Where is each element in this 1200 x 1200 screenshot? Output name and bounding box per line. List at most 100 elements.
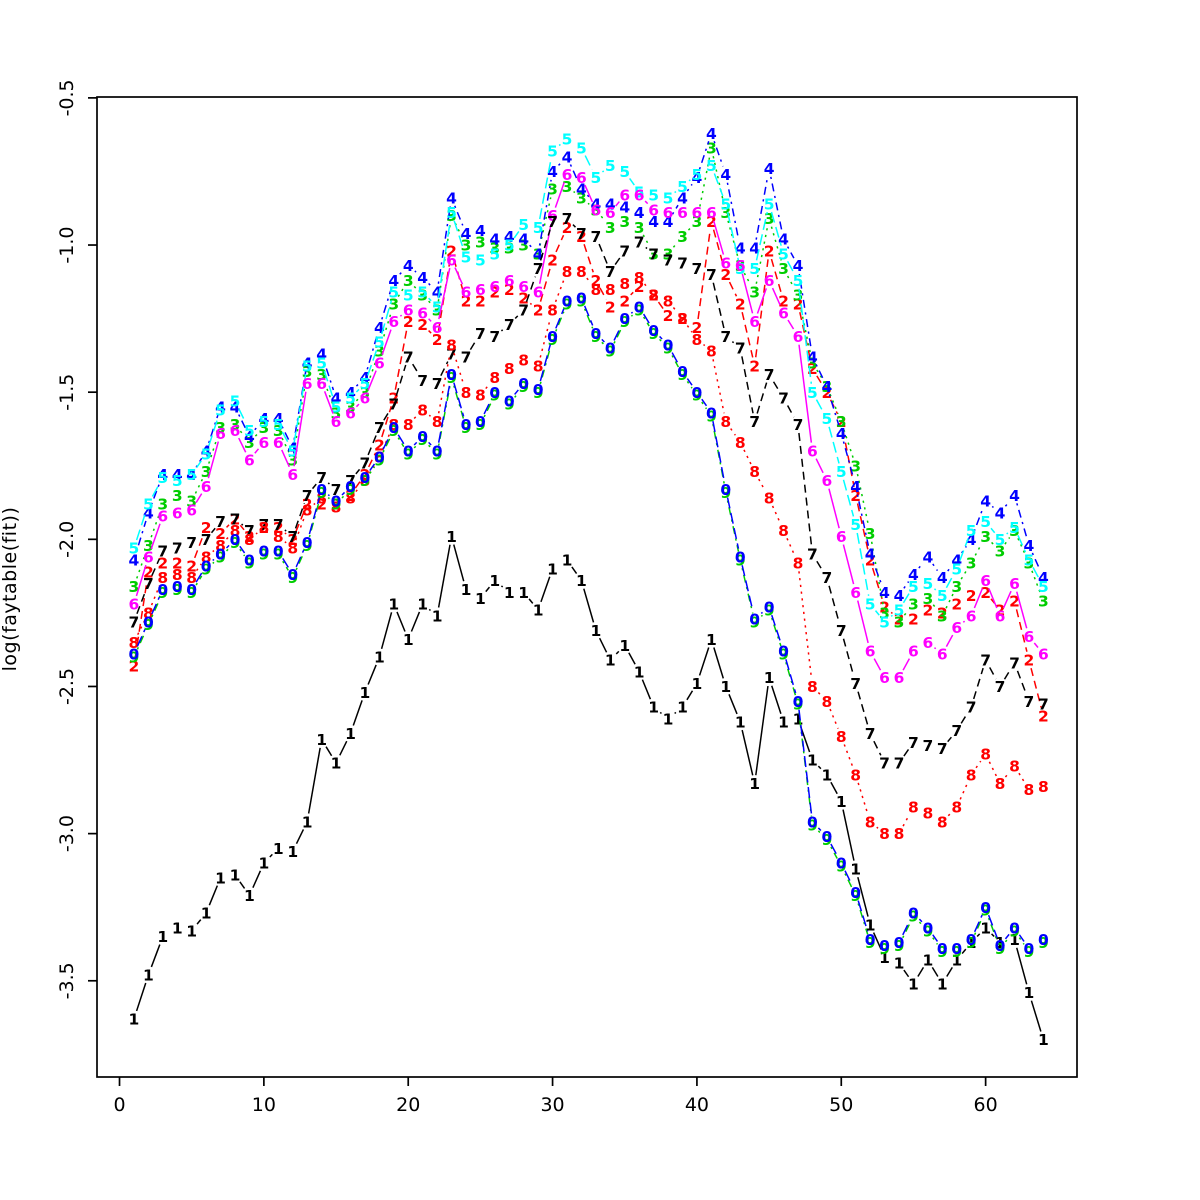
series-segment (659, 338, 663, 343)
data-point-glyph: 3 (287, 451, 298, 469)
series-segment (369, 463, 376, 471)
series-segment (269, 853, 273, 858)
data-point-glyph: 1 (764, 669, 775, 687)
series-segment (396, 611, 406, 632)
series-segment (843, 744, 854, 768)
data-point-glyph: 5 (821, 410, 832, 428)
series-segment (134, 579, 148, 658)
data-point-glyph: 8 (980, 746, 991, 764)
data-point-glyph: 8 (706, 343, 717, 361)
data-point-glyph: 9 (215, 549, 226, 567)
data-point-glyph: 1 (201, 905, 212, 923)
data-point-glyph: 1 (749, 775, 760, 793)
series-segment (816, 375, 824, 386)
data-point-glyph: 0 (360, 469, 371, 487)
data-point-glyph: 2 (836, 413, 847, 431)
series-segment (254, 424, 260, 431)
data-point-glyph: 5 (908, 578, 919, 596)
series-segment (990, 527, 996, 534)
data-point-glyph: 9 (360, 472, 371, 490)
series-segment (770, 226, 782, 261)
series-segment (212, 561, 215, 564)
data-point-glyph: 1 (446, 528, 457, 546)
data-point-glyph: 0 (922, 919, 933, 937)
data-point-glyph: 8 (1009, 758, 1020, 776)
data-point-glyph: 0 (836, 855, 847, 873)
data-point-glyph: 4 (316, 345, 327, 363)
data-point-glyph: 9 (692, 387, 703, 405)
data-point-glyph: 1 (230, 866, 241, 884)
data-point-glyph: 0 (821, 828, 832, 846)
data-point-glyph: 5 (1024, 552, 1035, 570)
data-point-glyph: 0 (244, 552, 255, 570)
data-point-glyph: 9 (619, 313, 630, 331)
x-tick-label: 10 (252, 1094, 276, 1116)
data-point-glyph: 4 (547, 163, 558, 181)
data-point-glyph: 6 (922, 634, 933, 652)
series-segment (902, 923, 911, 939)
series-segment (686, 690, 694, 701)
data-point-glyph: 1 (345, 725, 356, 743)
series-segment (355, 383, 360, 387)
series-segment (712, 420, 725, 482)
data-point-glyph: 9 (129, 649, 140, 667)
data-point-glyph: 7 (432, 375, 443, 393)
series-segment (697, 156, 711, 214)
data-point-glyph: 3 (129, 578, 140, 596)
data-point-glyph: 9 (186, 584, 197, 602)
data-point-glyph: 6 (316, 375, 327, 393)
data-point-glyph: 1 (547, 560, 558, 578)
data-point-glyph: 5 (547, 142, 558, 160)
series-segment (428, 282, 432, 287)
series-segment (687, 227, 692, 231)
series-segment (514, 389, 519, 395)
series-segment (856, 532, 870, 596)
data-point-glyph: 0 (129, 646, 140, 664)
data-point-glyph: 2 (807, 360, 818, 378)
series-segment (1017, 537, 1027, 556)
series-segment (975, 760, 982, 769)
series-segment (798, 571, 813, 679)
series-segment (395, 364, 407, 397)
data-point-glyph: 8 (258, 519, 269, 537)
series-segment (282, 560, 289, 571)
data-point-glyph: 7 (273, 516, 284, 534)
series-segment (842, 429, 855, 487)
series-segment (1017, 535, 1027, 553)
data-point-glyph: 7 (533, 260, 544, 278)
data-point-glyph: 6 (677, 204, 688, 222)
x-tick-label: 0 (113, 1094, 125, 1116)
series-segment (857, 782, 869, 814)
data-point-glyph: 1 (807, 752, 818, 770)
data-point-glyph: 2 (331, 496, 342, 514)
data-point-glyph: 8 (836, 728, 847, 746)
y-tick-label: -3.0 (56, 815, 78, 852)
data-point-glyph: 9 (230, 534, 241, 552)
data-point-glyph: 1 (143, 966, 154, 984)
data-point-glyph: 3 (778, 260, 789, 278)
series-segment (355, 388, 360, 393)
data-point-glyph: 7 (793, 416, 804, 434)
data-point-glyph: 3 (533, 245, 544, 263)
data-point-glyph: 5 (244, 422, 255, 440)
data-point-glyph: 4 (244, 428, 255, 446)
data-point-glyph: 8 (735, 434, 746, 452)
data-point-glyph: 4 (201, 443, 212, 461)
series-segment (193, 535, 204, 559)
series-segment (643, 283, 649, 289)
y-axis-title: log(faytable(fit)) (0, 506, 21, 672)
data-point-glyph: 7 (706, 266, 717, 284)
data-point-glyph: 9 (937, 943, 948, 961)
series-segment (212, 558, 215, 562)
data-point-glyph: 2 (821, 384, 832, 402)
data-point-glyph: 9 (605, 343, 616, 361)
data-point-glyph: 7 (504, 316, 515, 334)
series-segment (798, 273, 812, 349)
series-segment (150, 944, 161, 968)
data-point-glyph: 7 (230, 510, 241, 528)
series-segment (239, 524, 245, 531)
data-point-glyph: 8 (157, 569, 168, 587)
data-point-glyph: 5 (345, 390, 356, 408)
series-segment (770, 258, 782, 293)
